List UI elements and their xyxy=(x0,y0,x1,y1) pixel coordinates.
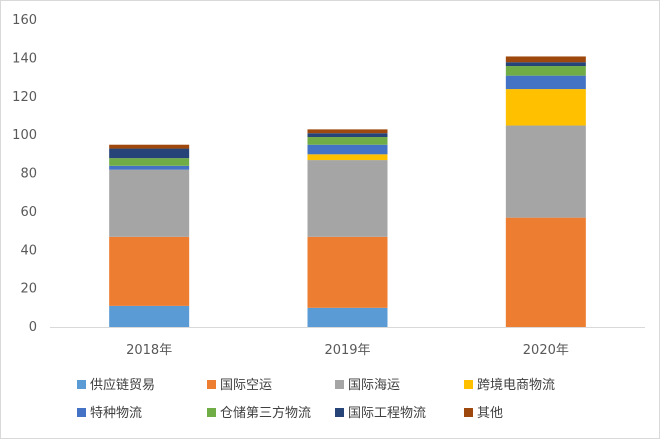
legend-label: 特种物流 xyxy=(90,406,142,421)
bar-segment-8-1 xyxy=(109,144,190,149)
legend-label: 仓储第三方物流 xyxy=(220,405,311,421)
bar-segment-4-2 xyxy=(307,154,388,161)
y-tick-label: 80 xyxy=(20,167,37,182)
y-tick-label: 40 xyxy=(20,243,37,258)
legend-swatch xyxy=(207,380,216,389)
legend-item: 供应链贸易 xyxy=(77,377,155,393)
legend-swatch xyxy=(464,408,473,417)
legend-item: 其他 xyxy=(464,406,503,421)
legend-label: 国际海运 xyxy=(348,378,400,393)
y-tick-label: 160 xyxy=(12,13,37,28)
bar-segment-2-1 xyxy=(109,236,190,306)
x-axis: 2018年 2019年 2020年 xyxy=(126,343,569,358)
bar-stack-2 xyxy=(505,56,586,327)
y-tick-label: 120 xyxy=(12,90,37,105)
bar-segment-2-2 xyxy=(307,236,388,308)
legend-item: 国际空运 xyxy=(207,378,272,393)
bar-segment-1-1 xyxy=(109,305,190,327)
bar-segment-3-2 xyxy=(307,160,388,237)
legend-swatch xyxy=(77,408,86,417)
legend-item: 国际海运 xyxy=(335,378,400,393)
bar-segment-5-2 xyxy=(307,144,388,155)
legend-swatch xyxy=(77,380,86,389)
bar-segment-6-3 xyxy=(505,66,586,76)
legend-item: 跨境电商物流 xyxy=(464,378,555,393)
y-tick-label: 20 xyxy=(20,282,37,297)
legend-item: 国际工程物流 xyxy=(335,406,426,421)
bar-segment-5-3 xyxy=(505,75,586,90)
x-tick-label: 2019年 xyxy=(324,343,370,358)
bar-segment-2-3 xyxy=(505,217,586,327)
legend-label: 其他 xyxy=(477,406,503,421)
y-axis: 0 20 40 60 80 100 120 140 160 xyxy=(12,13,37,335)
legend-label: 国际空运 xyxy=(220,378,272,393)
legend-swatch xyxy=(335,408,344,417)
y-tick-label: 100 xyxy=(12,128,37,143)
legend-swatch xyxy=(464,380,473,389)
bars xyxy=(109,56,586,327)
bar-segment-8-3 xyxy=(505,56,586,63)
bar-segment-3-3 xyxy=(505,125,586,218)
bar-segment-7-1 xyxy=(109,148,190,159)
bar-segment-7-2 xyxy=(307,133,388,138)
bar-segment-6-1 xyxy=(109,158,190,166)
x-tick-label: 2020年 xyxy=(523,343,569,358)
bar-segment-6-2 xyxy=(307,137,388,145)
bar-segment-1-2 xyxy=(307,307,388,327)
bar-stack-0 xyxy=(109,144,190,327)
bar-segment-4-3 xyxy=(505,89,586,126)
bar-segment-5-1 xyxy=(109,165,190,170)
bar-segment-3-1 xyxy=(109,169,190,237)
bar-stack-1 xyxy=(307,129,388,327)
y-tick-label: 0 xyxy=(29,320,37,335)
legend-swatch xyxy=(335,380,344,389)
bar-segment-7-3 xyxy=(505,62,586,67)
y-tick-label: 140 xyxy=(12,51,37,66)
legend-label: 供应链贸易 xyxy=(90,377,155,393)
x-tick-label: 2018年 xyxy=(126,343,172,358)
legend-swatch xyxy=(207,408,216,417)
legend-item: 仓储第三方物流 xyxy=(207,405,311,421)
legend-label: 国际工程物流 xyxy=(348,406,426,421)
y-tick-label: 60 xyxy=(20,205,37,220)
bar-segment-8-2 xyxy=(307,129,388,134)
legend-label: 跨境电商物流 xyxy=(477,378,555,393)
legend-item: 特种物流 xyxy=(77,406,142,421)
